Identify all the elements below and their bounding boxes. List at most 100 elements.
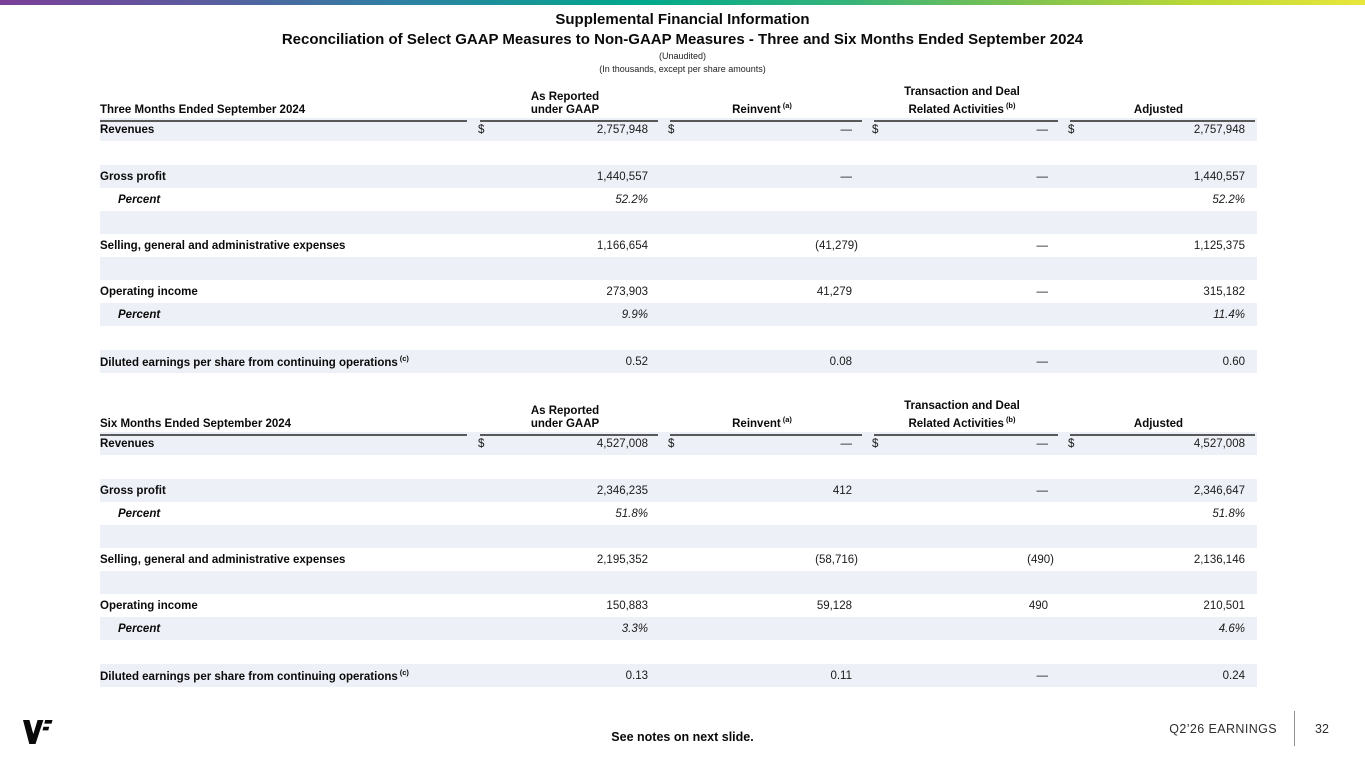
cell-value: 2,136,146 (1193, 553, 1245, 566)
row-label: Diluted earnings per share from continui… (100, 668, 409, 683)
vf-logo-graphic (23, 720, 53, 744)
spacer-row (100, 640, 1257, 664)
cell-value: — (840, 437, 853, 450)
table-row: Gross profit 2,346,235 412 — 2,346,647 (100, 479, 1257, 502)
table-header: Six Months Ended September 2024 As Repor… (100, 400, 1257, 432)
cell-v3 (864, 617, 1060, 640)
period-header-label: Three Months Ended September 2024 (100, 103, 306, 116)
cell-value: (490) (1027, 553, 1054, 566)
row-label: Percent (118, 507, 161, 520)
cell-v2: (41,279) (660, 234, 864, 257)
slide-title: Supplemental Financial Information (555, 11, 810, 28)
cell-value: 0.60 (1222, 355, 1245, 368)
period-header: Three Months Ended September 2024 (100, 86, 470, 122)
footnote-marker: (a) (782, 101, 792, 110)
cell-v1: 2,195,352 (470, 548, 660, 571)
cell-v4: $4,527,008 (1060, 432, 1257, 455)
slide-subtitle: Reconciliation of Select GAAP Measures t… (281, 31, 1084, 48)
col-header-line: Reinvent (732, 417, 781, 430)
cell-value: 0.08 (829, 355, 852, 368)
cell-value: — (1036, 669, 1049, 682)
cell-value: 59,128 (816, 599, 852, 612)
cell-value: 490 (1028, 599, 1048, 612)
table-row: Operating income 273,903 41,279 — 315,182 (100, 280, 1257, 303)
cell-v3: — (864, 479, 1060, 502)
footnote-marker: (c) (399, 668, 409, 678)
table-row: Percent 3.3% 4.6% (100, 617, 1257, 640)
spacer-row (100, 326, 1257, 350)
spacer-row (100, 455, 1257, 479)
table-row: Diluted earnings per share from continui… (100, 664, 1257, 687)
table-row: Revenues $2,757,948 $ — $ — $2,757,948 (100, 118, 1257, 141)
cell-value: 0.24 (1222, 669, 1245, 682)
cell-value: — (1036, 170, 1049, 183)
cell-v2 (660, 502, 864, 525)
spacer-row (100, 571, 1257, 594)
cell-v1: $4,527,008 (470, 432, 660, 455)
cell-v2 (660, 617, 864, 640)
cell-value: 2,195,352 (596, 553, 648, 566)
currency-symbol: $ (872, 437, 879, 450)
table-header: Three Months Ended September 2024 As Rep… (100, 86, 1257, 118)
cell-value: 4,527,008 (1193, 437, 1245, 450)
col-header-as-reported: As Reported under GAAP (470, 86, 660, 122)
vf-logo (20, 717, 54, 747)
col-header-line: under GAAP (530, 417, 600, 430)
cell-value: 2,346,235 (596, 484, 648, 497)
table-row: Diluted earnings per share from continui… (100, 350, 1257, 373)
col-header-adjusted: Adjusted (1060, 86, 1257, 122)
cell-v2: 412 (660, 479, 864, 502)
cell-v4: 210,501 (1060, 594, 1257, 617)
table-three-months: Three Months Ended September 2024 As Rep… (100, 86, 1257, 373)
cell-v1: 1,166,654 (470, 234, 660, 257)
cell-value: 412 (832, 484, 852, 497)
cell-value: 3.3% (621, 622, 648, 635)
units-note: (In thousands, except per share amounts) (599, 64, 766, 74)
period-header-label: Six Months Ended September 2024 (100, 417, 292, 430)
cell-value: 0.13 (625, 669, 648, 682)
currency-symbol: $ (1068, 123, 1075, 136)
tables-area: Three Months Ended September 2024 As Rep… (100, 86, 1257, 687)
cell-v3: — (864, 280, 1060, 303)
row-label: Percent (118, 622, 161, 635)
col-header-as-reported-text: As Reported under GAAP (470, 91, 660, 117)
cell-v4: 2,346,647 (1060, 479, 1257, 502)
cell-v2: $ — (660, 432, 864, 455)
col-header-transaction: Transaction and Deal Related Activities (b… (864, 86, 1060, 122)
cell-value: 210,501 (1203, 599, 1245, 612)
col-header-transaction-text: Transaction and Deal Related Activities (b… (864, 86, 1060, 117)
cell-value: 4.6% (1218, 622, 1245, 635)
cell-v3: — (864, 350, 1060, 373)
cell-value: 52.2% (615, 193, 648, 206)
cell-v1: 150,883 (470, 594, 660, 617)
row-label: Operating income (100, 285, 198, 298)
spacer-row (100, 257, 1257, 280)
cell-v1: 3.3% (470, 617, 660, 640)
cell-v2: (58,716) (660, 548, 864, 571)
title-block: Supplemental Financial Information Recon… (0, 5, 1365, 74)
cell-value: — (840, 123, 853, 136)
footnote-marker: (b) (1005, 415, 1016, 424)
cell-v2: — (660, 165, 864, 188)
top-gradient-bar (0, 0, 1365, 5)
cell-value: 51.8% (615, 507, 648, 520)
cell-value: 11.4% (1213, 308, 1245, 321)
col-header-line: Transaction and Deal (904, 86, 1020, 98)
cell-value: (41,279) (815, 239, 858, 252)
row-label: Diluted earnings per share from continui… (100, 354, 409, 369)
cell-v3: — (864, 664, 1060, 687)
currency-symbol: $ (668, 123, 675, 136)
currency-symbol: $ (478, 123, 485, 136)
period-header: Six Months Ended September 2024 (100, 400, 470, 436)
cell-value: 0.11 (830, 669, 852, 682)
footer-divider (1294, 711, 1295, 746)
cell-value: (58,716) (815, 553, 858, 566)
row-label: Percent (118, 308, 161, 321)
cell-value: 41,279 (816, 285, 852, 298)
table-row: Gross profit 1,440,557 — — 1,440,557 (100, 165, 1257, 188)
cell-v4: $2,757,948 (1060, 118, 1257, 141)
cell-v4: 1,125,375 (1060, 234, 1257, 257)
cell-value: 1,440,557 (596, 170, 648, 183)
currency-symbol: $ (872, 123, 879, 136)
cell-v4: 315,182 (1060, 280, 1257, 303)
